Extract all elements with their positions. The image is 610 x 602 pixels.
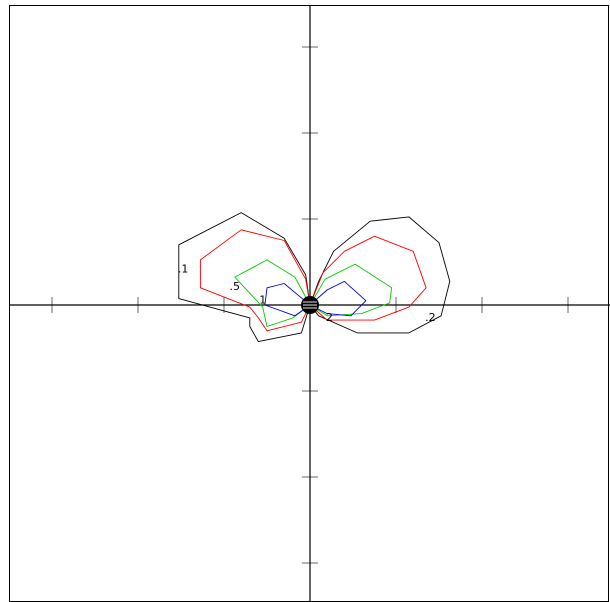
contour-line-black: [179, 213, 450, 342]
contour-label: 2: [326, 311, 333, 324]
contour-label: .2: [425, 311, 436, 324]
origin-marker: [301, 296, 319, 314]
contour-label: .5: [230, 280, 241, 293]
contour-label: 1: [259, 294, 266, 307]
contour-lines: [179, 213, 450, 342]
markers: [301, 296, 319, 314]
contour-label: .1: [178, 263, 189, 276]
